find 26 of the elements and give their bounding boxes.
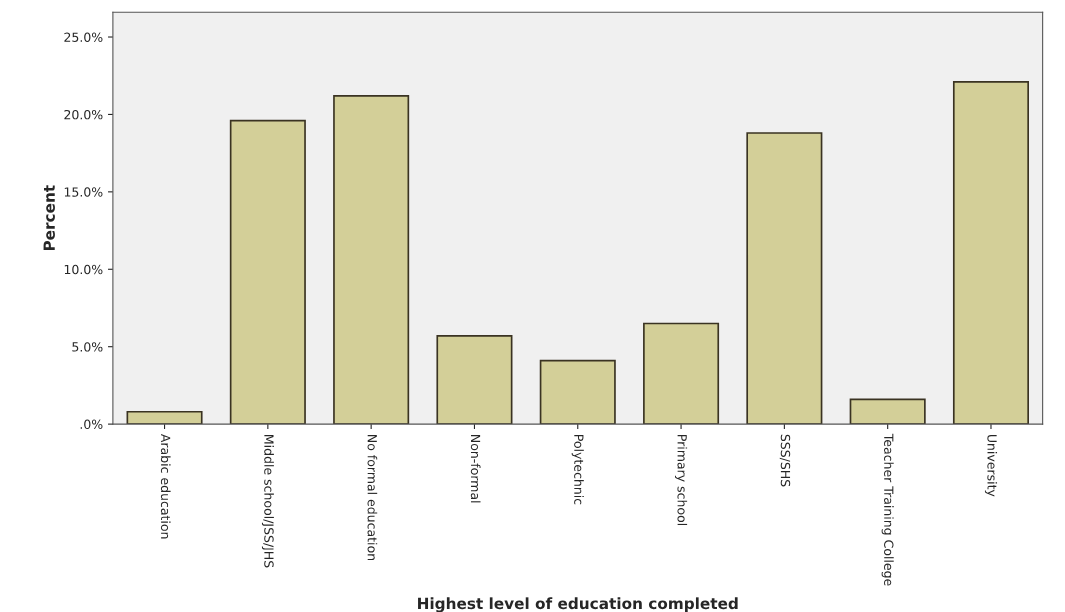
x-axis-title: Highest level of education completed [418, 597, 738, 612]
bar [539, 359, 616, 425]
x-tick-label: Teacher Training College [881, 433, 894, 586]
x-tick-label: SSS/SHS [779, 434, 791, 487]
y-tick-label: 5.0% [72, 342, 103, 352]
bar [126, 410, 203, 425]
bar [436, 335, 513, 425]
bar [849, 398, 926, 425]
x-tick-label: Middle school/JSS/JHS [261, 435, 274, 568]
x-tick-label: Arabic education [160, 433, 171, 539]
y-tick-label: 25.0% [64, 32, 103, 42]
x-tick-label: Polytechnic [571, 435, 584, 505]
x-tick-label: Primary school [675, 435, 688, 526]
y-axis-title: Percent [43, 185, 55, 251]
bar [643, 322, 720, 425]
bar [333, 95, 410, 425]
x-tick-label: University [984, 434, 998, 497]
bar [746, 132, 823, 425]
y-tick-label: .0% [80, 419, 103, 430]
bar [952, 81, 1030, 425]
x-tick-label: Non-formal [470, 435, 481, 503]
bar [229, 119, 306, 425]
y-tick-label: 10.0% [64, 264, 103, 275]
y-tick-label: 20.0% [64, 109, 103, 120]
y-tick-label: 15.0% [64, 187, 103, 197]
x-tick-label: No formal education [367, 435, 378, 561]
